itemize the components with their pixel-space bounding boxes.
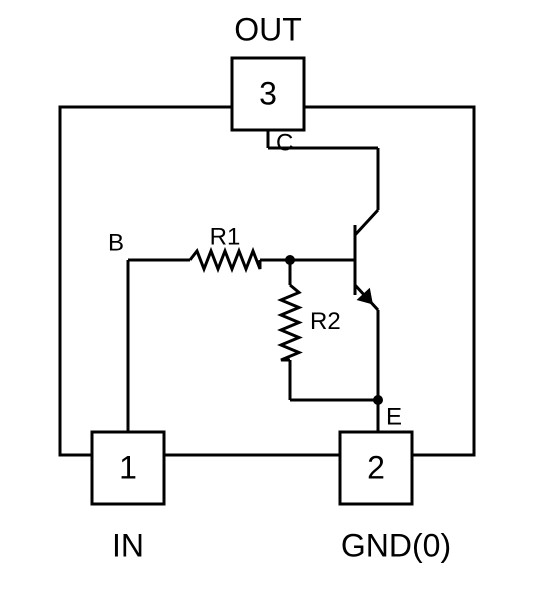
label-out: OUT <box>234 11 302 47</box>
label-r2: R2 <box>310 308 341 335</box>
pin-3-number: 3 <box>259 75 277 111</box>
node-emitter <box>373 395 383 405</box>
label-e: E <box>386 403 402 430</box>
label-gnd: GND(0) <box>341 527 451 563</box>
label-in: IN <box>112 527 144 563</box>
label-r1: R1 <box>210 223 241 250</box>
node-junction <box>285 255 295 265</box>
label-b: B <box>108 229 124 256</box>
pin-2-number: 2 <box>367 449 385 485</box>
package-body <box>60 107 474 455</box>
pin-1-number: 1 <box>119 449 137 485</box>
label-c: C <box>276 129 293 156</box>
